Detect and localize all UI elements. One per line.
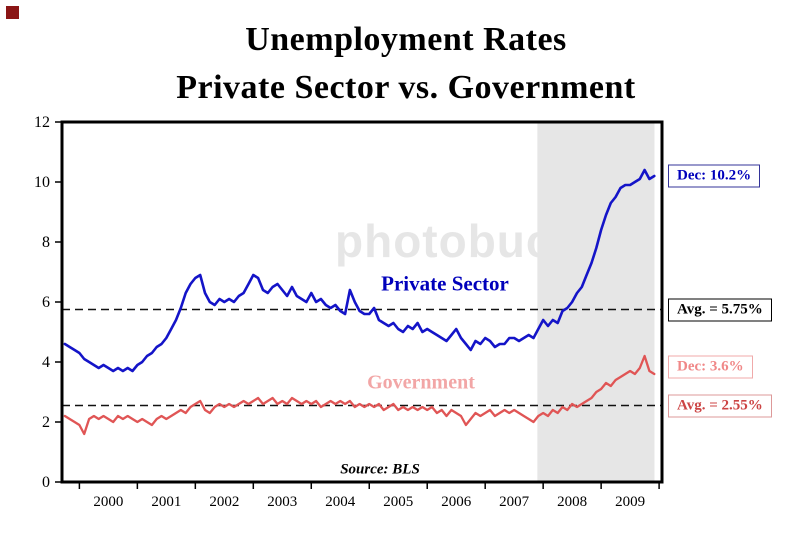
series-line-private-sector: [63, 168, 656, 373]
x-tick-label: 2009: [615, 494, 645, 510]
chart-title-line2: Private Sector vs. Government: [176, 69, 636, 106]
x-tick-label: 2003: [267, 494, 297, 510]
y-tick-label: 6: [42, 294, 50, 311]
chart-area: photobucket 2000 2001 2002 2003 2004 2005 2006…: [0, 114, 812, 524]
x-tick-label: 2007: [499, 494, 530, 510]
series-label-government: Government: [367, 371, 475, 394]
x-tick-label: 2008: [557, 494, 587, 510]
watermark-logo-mark: [6, 6, 19, 19]
y-tick-label: 2: [42, 414, 50, 431]
y-tick-label: 10: [34, 174, 50, 191]
x-tick-label: 2005: [383, 494, 413, 510]
chart-title: Unemployment Rates Private Sector vs. Go…: [0, 16, 812, 112]
x-tick-label: 2000: [93, 494, 123, 510]
series-line-government: [63, 354, 656, 436]
x-tick-label: 2001: [151, 494, 181, 510]
x-tick-label: 2002: [209, 494, 239, 510]
y-tick-label: 0: [42, 474, 50, 491]
recession-band: [537, 122, 655, 482]
y-tick-label: 12: [34, 114, 50, 131]
x-tick-label: 2006: [441, 494, 472, 510]
y-tick-label: 8: [42, 234, 50, 251]
source-label: Source: BLS: [340, 461, 420, 478]
chart-title-line1: Unemployment Rates: [245, 21, 567, 58]
y-tick-label: 4: [42, 354, 50, 371]
series-label-private: Private Sector: [381, 271, 509, 296]
plot-svg: 2000 2001 2002 2003 2004 2005 2006 2007 2008 2009…: [34, 114, 664, 510]
x-tick-label: 2004: [325, 494, 356, 510]
